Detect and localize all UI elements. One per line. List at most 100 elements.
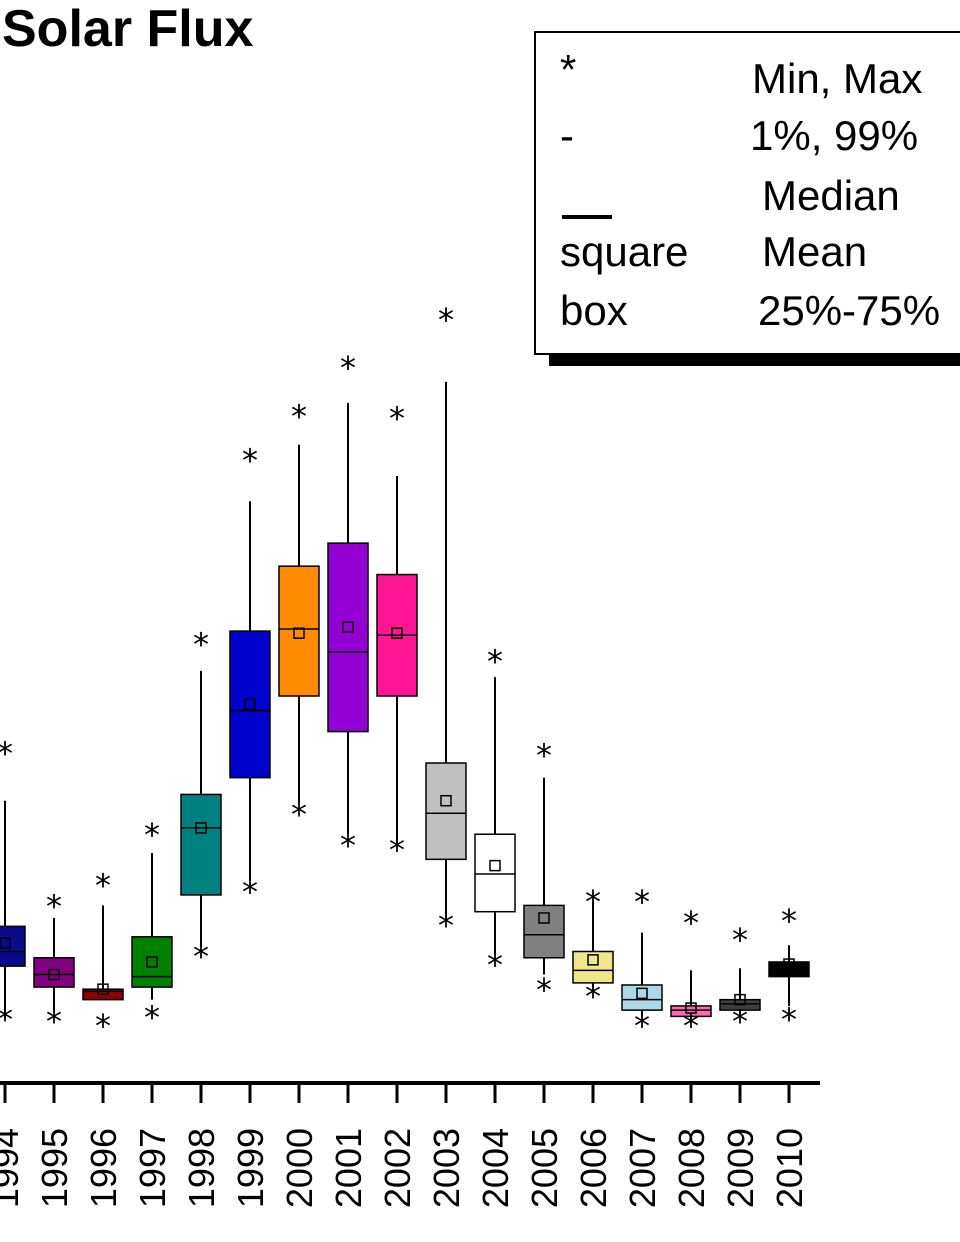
x-tick-label: 2004 — [475, 1128, 516, 1208]
box-2002: * * 2002 — [376, 399, 418, 1208]
legend-label-median: Median — [762, 172, 900, 219]
max-marker: * — [781, 902, 797, 940]
legend-label-percentiles: 1%, 99% — [750, 112, 918, 159]
box-2010: * * 2010 — [768, 902, 810, 1208]
min-marker: * — [389, 831, 405, 869]
min-marker: * — [683, 1007, 699, 1045]
legend-symbol-minmax: * — [560, 46, 576, 93]
x-tick-label: 2002 — [377, 1128, 418, 1208]
mean-marker — [391, 627, 403, 639]
box-2008: * * 2008 — [670, 904, 712, 1208]
x-tick-label: 1999 — [230, 1128, 271, 1208]
legend-symbol-percentiles: - — [560, 112, 574, 159]
box-2004: * * 2004 — [474, 642, 516, 1208]
mean-marker — [195, 822, 207, 834]
max-marker: * — [683, 904, 699, 942]
mean-marker — [342, 621, 354, 633]
min-marker: * — [242, 873, 258, 911]
iqr-box — [0, 925, 26, 967]
iqr-box — [670, 1005, 712, 1018]
x-tick-label: 2006 — [573, 1128, 614, 1208]
min-marker: * — [487, 946, 503, 984]
x-tick-label: 1996 — [83, 1128, 124, 1208]
box-2001: * * 2001 — [327, 349, 369, 1208]
max-marker: * — [732, 921, 748, 959]
max-marker: * — [634, 883, 650, 921]
min-marker: * — [291, 795, 307, 833]
max-marker: * — [585, 883, 601, 921]
iqr-box — [474, 833, 516, 913]
min-marker: * — [144, 998, 160, 1036]
mean-marker — [440, 794, 452, 807]
min-marker: * — [634, 1007, 650, 1045]
min-marker: * — [46, 1003, 62, 1041]
max-marker: * — [144, 816, 160, 854]
x-tick-label: 1995 — [34, 1128, 75, 1208]
box-1997: * * 1997 — [131, 816, 173, 1208]
min-marker: * — [585, 977, 601, 1015]
mean-marker — [636, 987, 648, 1000]
box-2006: * * 2006 — [572, 883, 614, 1208]
max-marker: * — [242, 441, 258, 479]
mean-marker — [244, 698, 256, 711]
iqr-box — [572, 950, 614, 984]
legend-box — [534, 31, 960, 355]
mean-marker — [685, 1002, 697, 1014]
box-1996: * * 1996 — [82, 866, 124, 1208]
min-marker: * — [0, 1000, 13, 1038]
mean-marker — [538, 912, 550, 924]
min-marker: * — [536, 971, 552, 1009]
legend-label-minmax: Min, Max — [752, 55, 922, 102]
iqr-box — [327, 542, 369, 733]
x-tick-label: 1998 — [181, 1128, 222, 1208]
x-tick-label: 2005 — [524, 1128, 565, 1208]
iqr-box — [523, 904, 565, 959]
legend-label-mean: Mean — [762, 228, 867, 275]
min-marker: * — [95, 1007, 111, 1045]
legend-symbol-mean: square — [560, 228, 688, 275]
x-tick-label: 2007 — [622, 1128, 663, 1208]
x-tick-label: 1997 — [132, 1128, 173, 1208]
x-tick-label: 1994 — [0, 1128, 26, 1208]
x-tick-label: 2008 — [671, 1128, 712, 1208]
max-marker: * — [438, 301, 454, 339]
mean-marker — [0, 937, 11, 949]
min-marker: * — [193, 938, 209, 976]
x-tick-label: 2010 — [769, 1128, 810, 1208]
iqr-box — [425, 762, 467, 861]
max-marker: * — [193, 626, 209, 664]
box-1999: * * 1999 — [229, 441, 271, 1208]
mean-marker — [783, 958, 795, 970]
x-tick-label: 2000 — [279, 1128, 320, 1208]
max-marker: * — [536, 737, 552, 775]
x-tick-label: 2003 — [426, 1128, 467, 1208]
mean-marker — [587, 954, 599, 966]
mean-marker — [293, 627, 305, 639]
max-marker: * — [340, 349, 356, 387]
max-marker: * — [487, 642, 503, 680]
box-1998: * * 1998 — [180, 626, 222, 1208]
max-marker: * — [46, 887, 62, 925]
iqr-box — [278, 565, 320, 697]
box-2003: * * 2003 — [425, 301, 467, 1208]
min-marker: * — [438, 906, 454, 944]
x-tick-label: 2001 — [328, 1128, 369, 1208]
box-1994: * * 1994 — [0, 735, 26, 1208]
iqr-box — [33, 957, 75, 988]
x-tick-label: 2009 — [720, 1128, 761, 1208]
mean-marker — [734, 993, 746, 1006]
min-marker: * — [781, 1000, 797, 1038]
box-1995: * * 1995 — [33, 887, 75, 1208]
mean-marker — [489, 859, 501, 872]
min-marker: * — [340, 827, 356, 865]
mean-marker — [48, 968, 60, 981]
mean-marker — [146, 956, 158, 968]
legend: * Min, Max - 1%, 99% Median square Mean … — [534, 31, 960, 366]
iqr-box — [180, 793, 222, 896]
max-marker: * — [291, 397, 307, 435]
iqr-box — [621, 984, 663, 1011]
plot-area: * * 1994 * * 1995 * * 1996 * * 1997 * * 1998 * * 1999 * * 20… — [0, 301, 810, 1208]
min-marker: * — [732, 1003, 748, 1041]
legend-symbol-box: box — [560, 287, 628, 334]
